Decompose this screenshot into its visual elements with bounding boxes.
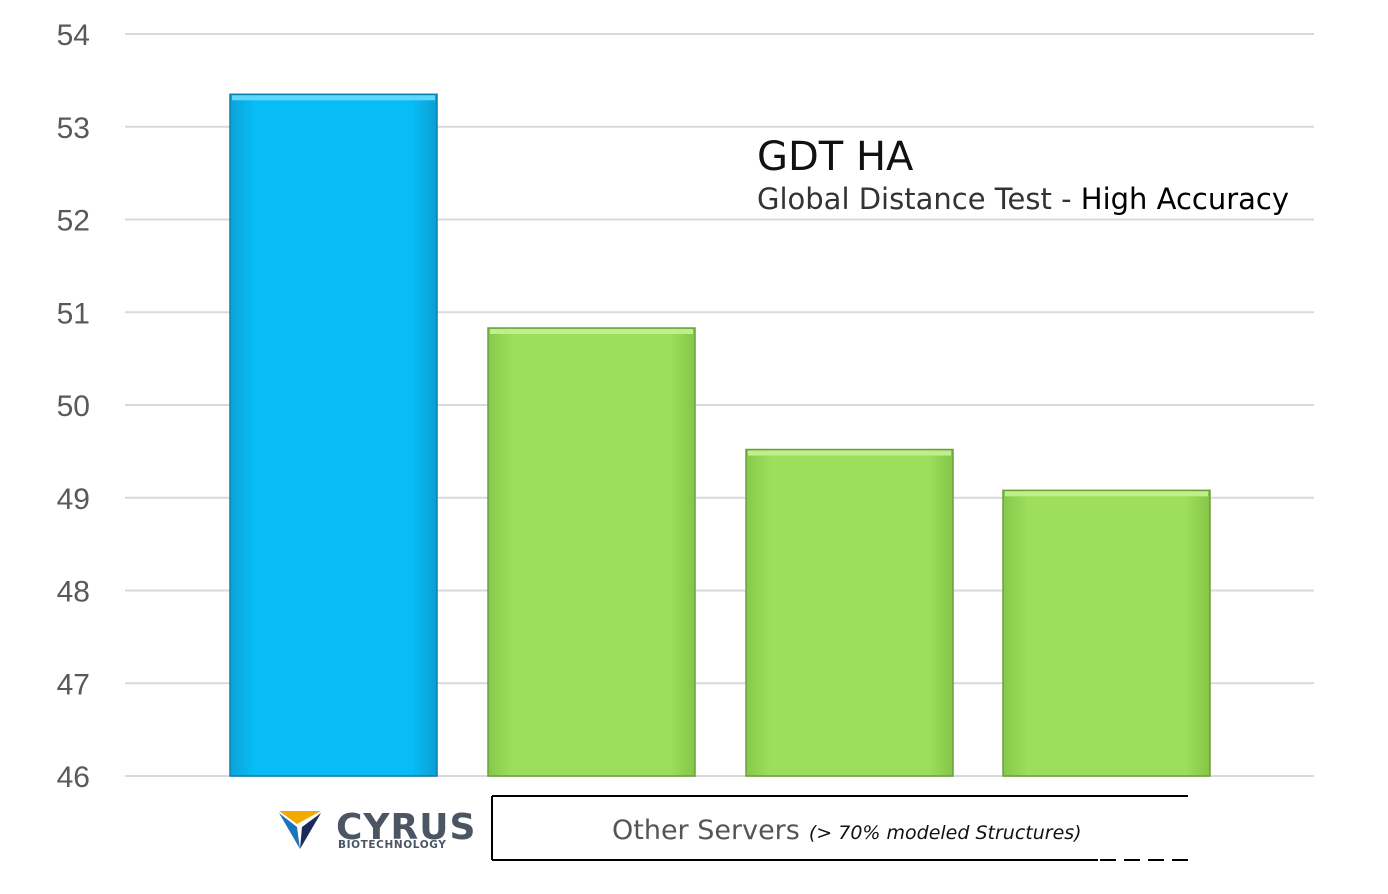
other-servers-label: Other Servers bbox=[612, 815, 800, 846]
bar-1-top-bevel bbox=[232, 95, 435, 101]
bar-3 bbox=[745, 448, 954, 777]
logo-mark-navy bbox=[300, 813, 321, 849]
bars bbox=[229, 93, 1211, 777]
bar-1 bbox=[229, 93, 438, 777]
other-servers-note: (> 70% modeled Structures) bbox=[809, 822, 1082, 844]
y-axis-tick-labels: 46 47 48 49 50 51 52 53 54 bbox=[57, 19, 90, 794]
bar-4-top-bevel bbox=[1005, 491, 1208, 497]
y-tick-label: 53 bbox=[57, 112, 90, 145]
bracket-label: Other Servers (> 70% modeled Structures) bbox=[612, 815, 1082, 846]
y-tick-label: 48 bbox=[57, 576, 90, 609]
y-tick-label: 47 bbox=[57, 668, 90, 701]
bar-4 bbox=[1002, 489, 1211, 777]
y-tick-label: 46 bbox=[57, 761, 90, 794]
cyrus-logo: CYRUS BIOTECHNOLOGY bbox=[279, 807, 476, 851]
y-tick-label: 50 bbox=[57, 390, 90, 423]
logo-mark-gold bbox=[279, 811, 321, 824]
y-tick-label: 54 bbox=[57, 19, 90, 52]
cyrus-logo-mark bbox=[279, 811, 321, 849]
logo-mark-blue bbox=[279, 813, 300, 849]
bar-3-top-bevel bbox=[748, 450, 951, 456]
y-tick-label: 52 bbox=[57, 205, 90, 238]
bar-2-top-bevel bbox=[490, 329, 693, 335]
logo-wordmark: CYRUS bbox=[336, 807, 476, 848]
chart-title: GDT HA bbox=[757, 134, 914, 180]
bar-2 bbox=[487, 327, 696, 777]
y-tick-label: 51 bbox=[57, 297, 90, 330]
y-tick-label: 49 bbox=[57, 483, 90, 516]
other-servers-bracket: Other Servers (> 70% modeled Structures) bbox=[491, 795, 1188, 861]
logo-subword: BIOTECHNOLOGY bbox=[338, 839, 446, 851]
chart-subtitle-prefix: Global Distance Test - bbox=[757, 182, 1081, 216]
chart-subtitle-emphasis: High Accuracy bbox=[1081, 182, 1289, 216]
chart-title-block: GDT HA Global Distance Test - High Accur… bbox=[757, 134, 1289, 216]
chart-subtitle: Global Distance Test - High Accuracy bbox=[757, 182, 1289, 216]
